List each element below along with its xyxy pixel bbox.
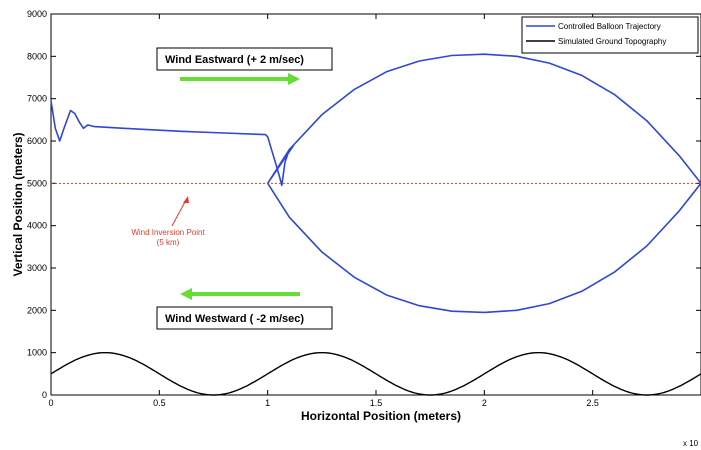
- y-tick-label: 8000: [27, 51, 47, 61]
- wind-eastward-arrowhead: [288, 73, 300, 85]
- inversion-pointer-arrowhead: [183, 196, 189, 203]
- series-group: [50, 53, 701, 396]
- inversion-pointer-line: [171, 199, 187, 227]
- x-tick-label: 0: [48, 398, 53, 408]
- legend-entry: Simulated Ground Topography: [558, 37, 666, 46]
- wind-westward-label: Wind Westward ( -2 m/sec): [165, 313, 304, 325]
- wind-eastward-box: [156, 47, 333, 71]
- y-tick-label: 2000: [27, 305, 47, 315]
- wind-westward-box: [156, 306, 333, 330]
- wind-inversion-label: Wind Inversion Point: [131, 228, 205, 237]
- x-axis-label: Horizontal Position (meters): [301, 409, 461, 423]
- x-tick-label: 1: [265, 398, 270, 408]
- y-tick-label: 7000: [27, 94, 47, 104]
- x-tick-label: 0.5: [153, 398, 166, 408]
- wind-westward-arrowhead: [180, 288, 192, 300]
- ground-topography-line: [50, 352, 701, 396]
- legend: Controlled Balloon Trajectory Simulated G…: [521, 16, 699, 54]
- y-axis-label: Vertical Position (meters): [11, 132, 25, 276]
- x-tick-label: 1.5: [370, 398, 383, 408]
- y-tick-label: 6000: [27, 136, 47, 146]
- wind-inversion-label: (5 km): [157, 238, 180, 247]
- y-tick-label: 3000: [27, 263, 47, 273]
- x-axis-exponent-label: x 10: [683, 439, 699, 448]
- x-tick-label: 2: [482, 398, 487, 408]
- axis-ticks: 0 0.5 1 1.5 2 2.5 0 1000 2000 3000 4000 5000 6000 700…: [27, 9, 701, 408]
- y-tick-label: 5000: [27, 178, 47, 188]
- y-tick-label: 9000: [27, 9, 47, 19]
- x-tick-label: 2.5: [586, 398, 599, 408]
- y-tick-label: 1000: [27, 348, 47, 358]
- y-tick-label: 0: [42, 390, 47, 400]
- balloon-trajectory-line: [50, 53, 701, 314]
- y-tick-label: 4000: [27, 221, 47, 231]
- annotations: Wind Inversion Point(5 km) Wind Eastward …: [51, 47, 701, 330]
- wind-eastward-label: Wind Eastward (+ 2 m/sec): [165, 54, 304, 66]
- legend-entry: Controlled Balloon Trajectory: [558, 22, 661, 31]
- legend-box: [521, 16, 699, 54]
